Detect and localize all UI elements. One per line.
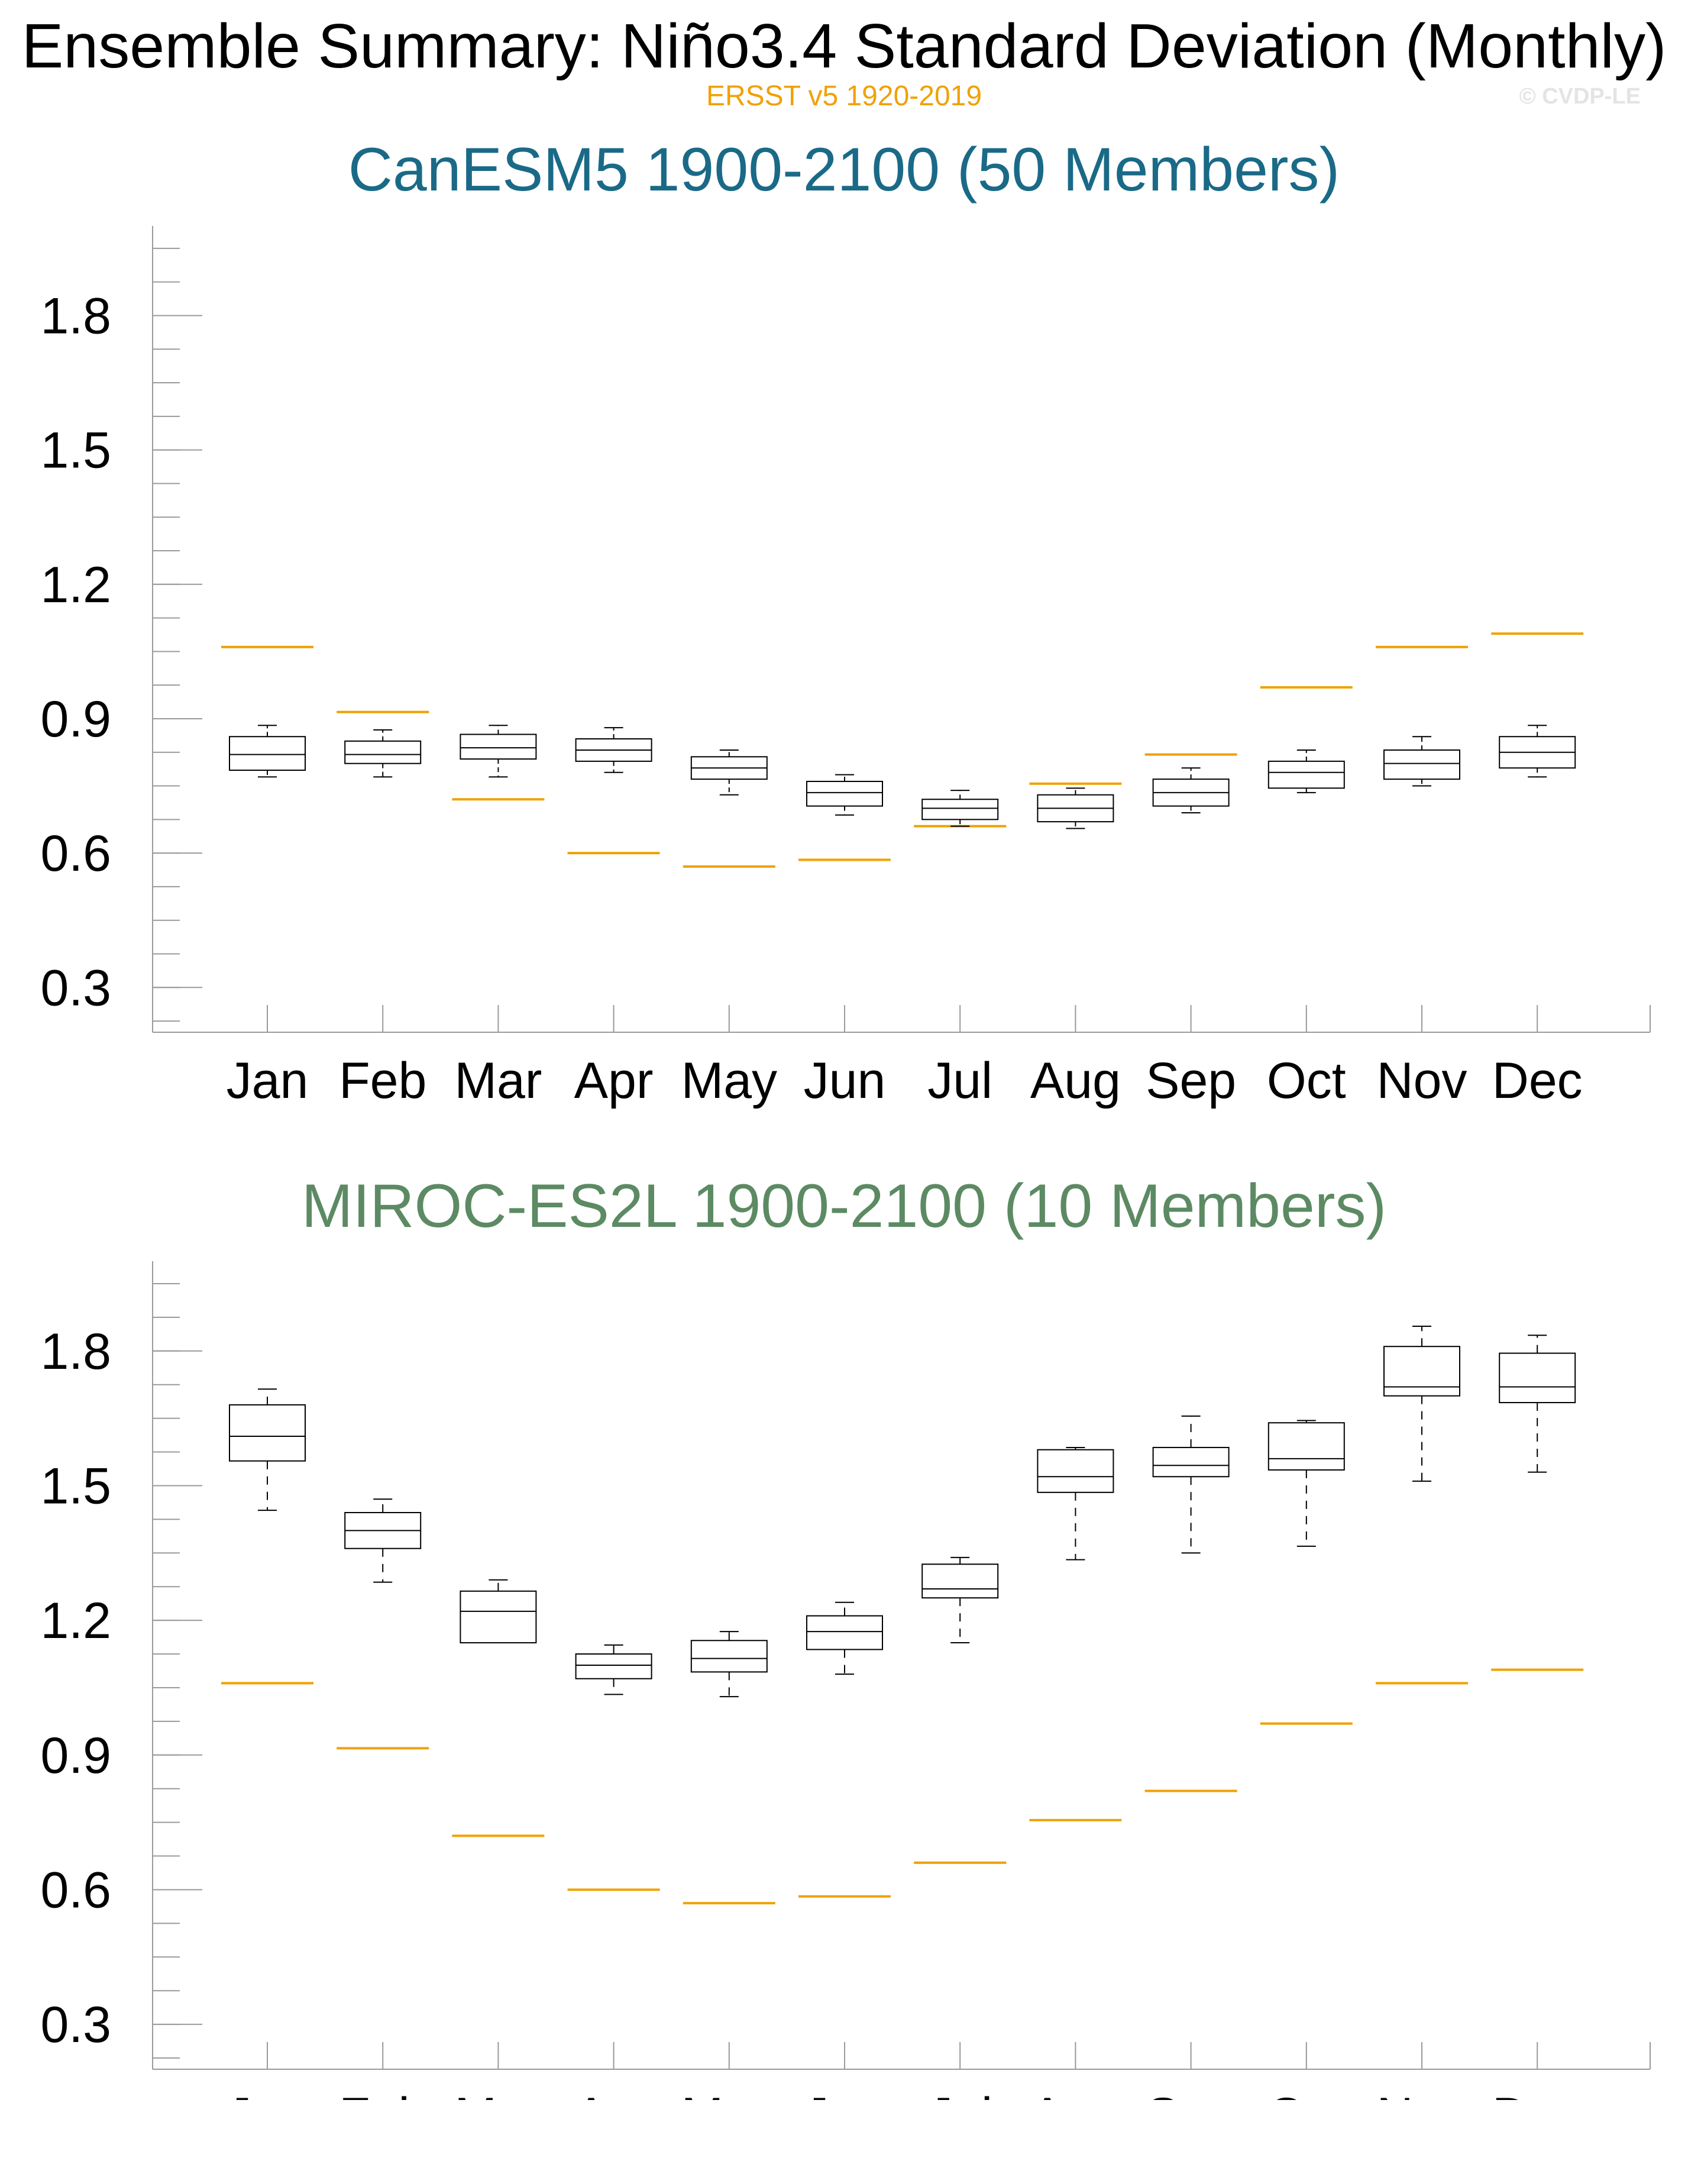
- box-may: [690, 749, 768, 796]
- iqr-box: [460, 1590, 537, 1644]
- x-tick-label: Jan: [227, 2088, 309, 2100]
- x-tick-label: May: [681, 2088, 777, 2100]
- x-tick-label: Jun: [804, 1052, 886, 1109]
- box-oct: [1267, 749, 1345, 793]
- box-oct: [1267, 1420, 1345, 1547]
- y-tick-label: 1.5: [40, 422, 111, 479]
- chart-canesm5: 0.3 0.6 0.9 1.2 1.5 1.8 Jan Feb Mar Apr May Jun Jul A…: [40, 226, 1651, 1109]
- box-aug: [1037, 787, 1114, 829]
- y-tick-label: 1.5: [40, 1458, 111, 1514]
- iqr-box: [690, 1640, 768, 1673]
- figure-title: Ensemble Summary: Niño3.4 Standard Devia…: [21, 11, 1667, 81]
- x-tick-label: Feb: [339, 2088, 426, 2100]
- credit-label: © CVDP-LE: [1519, 84, 1641, 109]
- box-mar: [460, 725, 537, 778]
- iqr-box: [344, 740, 422, 764]
- iqr-box: [1267, 1422, 1345, 1471]
- x-tick-label: Apr: [574, 2088, 654, 2100]
- x-tick-label: Mar: [454, 1052, 542, 1109]
- x-tick-label: May: [681, 1052, 777, 1109]
- x-tick-label: Apr: [574, 1052, 654, 1109]
- box-feb: [344, 1498, 422, 1583]
- box-apr: [575, 1644, 652, 1695]
- iqr-box: [921, 799, 999, 820]
- x-tick-label: Nov: [1377, 1052, 1467, 1109]
- box-jan: [229, 1388, 306, 1511]
- x-tick-label: Jan: [227, 1052, 309, 1109]
- y-tick-label: 0.6: [40, 825, 111, 882]
- x-tick-label: Jun: [804, 2088, 886, 2100]
- iqr-box: [229, 1404, 306, 1462]
- box-mar: [460, 1579, 537, 1644]
- box-dec: [1499, 1335, 1576, 1473]
- observations-subtitle: ERSST v5 1920-2019: [706, 80, 982, 112]
- box-jan: [229, 725, 306, 778]
- x-tick-label: Oct: [1267, 1052, 1346, 1109]
- iqr-box: [806, 1615, 883, 1650]
- y-tick-label: 0.3: [40, 959, 111, 1016]
- iqr-box: [460, 734, 537, 760]
- x-tick-label: Aug: [1030, 1052, 1121, 1109]
- box-feb: [344, 729, 422, 778]
- x-tick-label: Nov: [1377, 2088, 1467, 2100]
- iqr-box: [1037, 1449, 1114, 1493]
- y-tick-label: 0.9: [40, 1727, 111, 1784]
- box-nov: [1383, 1326, 1460, 1482]
- iqr-box: [1267, 760, 1345, 789]
- box-sep: [1152, 1415, 1230, 1554]
- box-sep: [1152, 767, 1230, 813]
- iqr-box: [1383, 749, 1460, 780]
- x-tick-label: Sep: [1146, 2088, 1236, 2100]
- x-tick-label: Aug: [1030, 2088, 1121, 2100]
- box-jul: [921, 790, 999, 827]
- y-tick-label: 1.2: [40, 1592, 111, 1649]
- iqr-box: [1499, 1352, 1576, 1404]
- box-apr: [575, 727, 652, 773]
- x-tick-label: Sep: [1146, 1052, 1236, 1109]
- box-may: [690, 1631, 768, 1698]
- box-jun: [806, 1601, 883, 1675]
- iqr-box: [921, 1563, 999, 1599]
- chart-miroc-es2l: 0.3 0.6 0.9 1.2 1.5 1.8 Jan Feb Mar Apr May Jun Jul A…: [40, 1261, 1651, 2100]
- iqr-box: [1383, 1346, 1460, 1397]
- iqr-box: [229, 736, 306, 771]
- box-aug: [1037, 1446, 1114, 1561]
- y-tick-label: 1.2: [40, 557, 111, 613]
- y-tick-label: 1.8: [40, 287, 111, 344]
- x-tick-label: Oct: [1267, 2088, 1346, 2100]
- iqr-box: [1152, 1446, 1230, 1478]
- x-tick-label: Dec: [1492, 2088, 1583, 2100]
- panel-title-miroc-es2l: MIROC-ES2L 1900-2100 (10 Members): [301, 1172, 1387, 1240]
- y-tick-label: 0.9: [40, 691, 111, 748]
- y-tick-label: 0.6: [40, 1862, 111, 1918]
- x-tick-label: Jul: [927, 2088, 992, 2100]
- x-tick-label: Dec: [1492, 1052, 1583, 1109]
- x-tick-label: Feb: [339, 1052, 426, 1109]
- box-nov: [1383, 736, 1460, 787]
- panel-title-canesm5: CanESM5 1900-2100 (50 Members): [348, 135, 1340, 204]
- iqr-box: [575, 1653, 652, 1679]
- x-tick-label: Mar: [454, 2088, 542, 2100]
- box-dec: [1499, 725, 1576, 778]
- y-tick-label: 1.8: [40, 1323, 111, 1380]
- box-jun: [806, 774, 883, 816]
- box-jul: [921, 1556, 999, 1644]
- iqr-box: [806, 780, 883, 807]
- x-tick-label: Jul: [927, 1052, 992, 1109]
- y-tick-label: 0.3: [40, 1996, 111, 2053]
